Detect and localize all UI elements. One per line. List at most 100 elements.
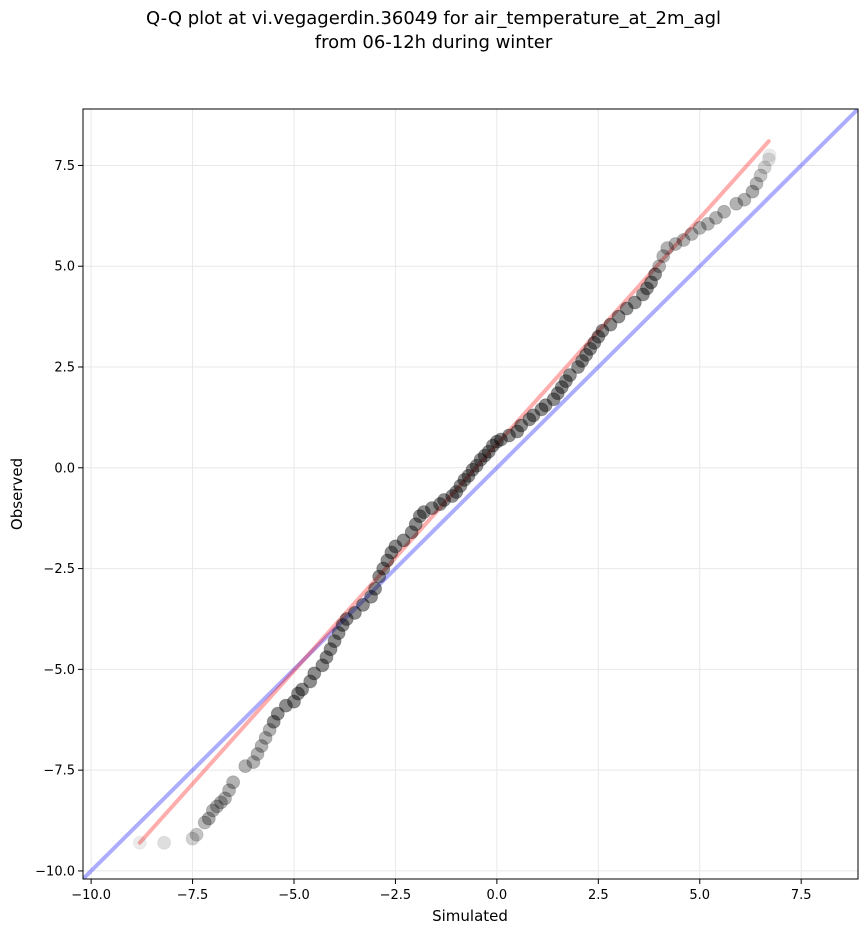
qq-point (327, 634, 342, 649)
qq-point (461, 468, 476, 483)
qq-point (563, 368, 577, 382)
qq-point (587, 335, 602, 350)
qq-point (684, 227, 699, 241)
qq-point (761, 152, 776, 167)
qq-point (214, 795, 228, 810)
qq-point (356, 597, 370, 612)
qq-point (368, 581, 383, 596)
qq-point (729, 196, 744, 211)
qq-point (404, 525, 419, 540)
qq-point (449, 485, 464, 499)
y-tick-label: −2.5 (43, 562, 75, 577)
qq-point (571, 360, 585, 374)
qq-point (579, 348, 594, 362)
qq-point (644, 275, 658, 290)
qq-point (388, 539, 403, 554)
qq-point (510, 424, 525, 439)
qq-point (303, 674, 318, 689)
qq-point (583, 341, 598, 356)
qq-point (376, 561, 391, 576)
scatter-points (132, 148, 777, 850)
qq-point (611, 309, 626, 324)
qq-point (558, 374, 573, 389)
y-tick-label: 7.5 (54, 159, 75, 174)
qq-point (640, 281, 654, 296)
qq-point (757, 160, 772, 175)
qq-point (226, 775, 241, 790)
qq-point (762, 148, 777, 163)
qq-point (538, 398, 553, 413)
qq-point (157, 835, 172, 850)
qq-point (745, 184, 760, 199)
qq-point (246, 755, 261, 769)
qq-point (201, 811, 216, 826)
qq-point (660, 241, 675, 255)
x-tick-label: 7.5 (791, 888, 812, 903)
qq-point (489, 434, 504, 449)
qq-point (258, 731, 273, 745)
x-tick-label: 2.5 (588, 888, 609, 903)
qq-point (335, 618, 350, 632)
y-tick-label: 2.5 (54, 361, 75, 376)
qq-point (737, 192, 752, 207)
chart-subtitle: from 06-12h during winter (314, 32, 553, 53)
x-tick-label: −2.5 (380, 888, 412, 903)
qq-point (380, 553, 395, 568)
x-tick-label: −7.5 (177, 888, 209, 903)
qq-point (494, 432, 508, 447)
qq-point (295, 682, 310, 697)
qq-point (554, 380, 569, 395)
qq-point (652, 259, 667, 274)
reference-line-layer (83, 109, 858, 879)
qq-point (287, 694, 301, 709)
qq-point (222, 783, 236, 798)
qq-point (477, 448, 492, 463)
qq-point (433, 497, 447, 511)
qq-point (262, 722, 277, 737)
qq-point (619, 301, 634, 316)
qq-point (465, 462, 480, 477)
y-tick-label: 5.0 (54, 260, 75, 275)
qq-point (445, 489, 460, 503)
qq-point (522, 412, 537, 427)
qq-point (210, 799, 224, 814)
qq-point (753, 168, 768, 183)
qq-point (526, 408, 541, 423)
qq-point (185, 831, 200, 846)
qq-point (416, 505, 431, 520)
qq-point (425, 501, 439, 516)
qq-point (372, 569, 387, 584)
y-tick-label: 0.0 (54, 461, 75, 476)
y-axis: −10.0 −7.5 −5.0 −2.5 0.0 2.5 5.0 7.5 (35, 159, 83, 879)
x-axis: −10.0 −7.5 −5.0 −2.5 0.0 2.5 5.0 7.5 (71, 879, 812, 903)
qq-point (197, 815, 212, 830)
qq-point (534, 402, 549, 417)
qq-point (550, 386, 565, 401)
plot-frame (82, 108, 859, 880)
qq-point (278, 698, 293, 713)
y-tick-label: −10.0 (35, 864, 75, 879)
qq-point (189, 827, 204, 842)
qq-point (546, 392, 561, 407)
qq-point (132, 835, 147, 850)
qq-point (595, 323, 610, 338)
qq-point (384, 545, 399, 560)
qq-point (254, 739, 269, 753)
chart-title: Q-Q plot at vi.vegagerdin.36049 for air_… (146, 8, 721, 29)
qq-point (250, 747, 265, 761)
qq-point (603, 317, 618, 332)
qq-point (218, 791, 232, 806)
y-axis-label: Observed (8, 458, 26, 530)
qq-point (266, 714, 281, 729)
grid-lines (83, 109, 858, 879)
qq-point (396, 533, 411, 548)
qq-point (291, 686, 305, 701)
qq-point (319, 650, 334, 665)
qq-point (339, 612, 354, 626)
qq-point (437, 493, 452, 507)
qq-point (205, 803, 220, 818)
qq-point (453, 479, 468, 493)
qq-point (709, 210, 723, 225)
